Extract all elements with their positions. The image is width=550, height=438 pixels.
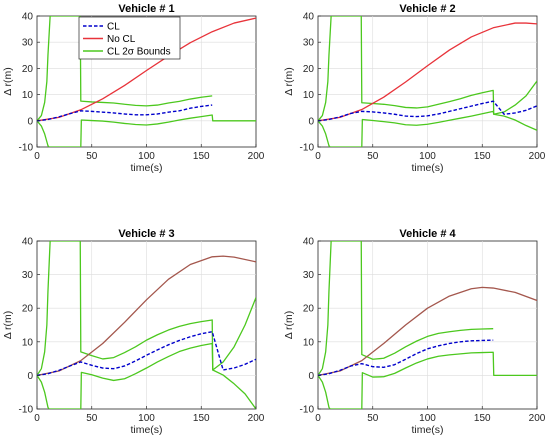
x-tick-label: 100 [138, 151, 155, 162]
series-group [318, 241, 537, 409]
x-axis-label: time(s) [130, 162, 162, 174]
y-axis-label: Δ r(m) [2, 311, 14, 340]
x-tick-label: 0 [315, 413, 321, 424]
series-line [37, 331, 256, 377]
x-axis-label: time(s) [411, 424, 443, 436]
series-line [318, 16, 537, 122]
y-tick-label: 30 [22, 38, 34, 49]
chart-title: Vehicle # 1 [118, 3, 174, 15]
y-tick-label: 0 [27, 371, 33, 382]
series-group [318, 16, 537, 147]
y-tick-label: 30 [303, 38, 315, 49]
series-line [37, 16, 213, 122]
y-axis-label: Δ r(m) [2, 67, 14, 96]
y-tick-label: 0 [308, 116, 314, 127]
y-tick-label: -10 [19, 143, 34, 154]
series-line [318, 339, 494, 377]
series-line [318, 286, 537, 377]
series-line [318, 100, 537, 122]
y-tick-label: 0 [308, 371, 314, 382]
x-axis-label: time(s) [411, 162, 443, 174]
series-line [318, 22, 537, 122]
series-line [37, 342, 256, 409]
x-tick-label: 200 [529, 413, 546, 424]
y-tick-label: 20 [303, 64, 315, 75]
legend-label: CL 2σ Bounds [107, 47, 171, 58]
series-line [37, 114, 256, 147]
y-tick-label: 20 [303, 304, 315, 315]
x-tick-label: 100 [419, 413, 436, 424]
series-group [37, 241, 256, 409]
x-tick-label: 0 [315, 151, 321, 162]
y-tick-label: 30 [22, 270, 34, 281]
x-tick-label: 0 [34, 151, 40, 162]
x-axis-label: time(s) [130, 424, 162, 436]
series-group [37, 16, 256, 147]
y-tick-label: 40 [22, 12, 34, 23]
series-line [318, 110, 537, 147]
y-tick-label: 10 [22, 337, 34, 348]
x-tick-label: 100 [419, 151, 436, 162]
x-tick-label: 150 [193, 151, 210, 162]
y-tick-label: 40 [303, 237, 315, 248]
x-tick-label: 150 [474, 413, 491, 424]
series-line [37, 104, 213, 122]
legend-label: No CL [107, 34, 136, 45]
y-axis-label: Δ r(m) [283, 67, 295, 96]
x-tick-label: 50 [86, 413, 98, 424]
y-tick-label: 40 [22, 237, 34, 248]
x-tick-label: 50 [86, 151, 98, 162]
series-line [318, 241, 494, 376]
y-tick-label: -10 [19, 405, 34, 416]
y-tick-label: -10 [300, 143, 315, 154]
y-tick-label: 10 [303, 90, 315, 101]
chart-title: Vehicle # 3 [118, 228, 174, 240]
y-tick-label: 0 [27, 116, 33, 127]
x-tick-label: 150 [474, 151, 491, 162]
x-tick-label: 100 [138, 413, 155, 424]
y-tick-label: 10 [303, 337, 315, 348]
chart-title: Vehicle # 4 [399, 228, 456, 240]
y-tick-label: 40 [303, 12, 315, 23]
y-tick-label: 20 [22, 304, 34, 315]
x-tick-label: 200 [248, 151, 265, 162]
x-tick-label: 0 [34, 413, 40, 424]
y-tick-label: 10 [22, 90, 34, 101]
chart-title: Vehicle # 2 [399, 3, 455, 15]
legend-label: CL [107, 22, 120, 33]
x-tick-label: 200 [529, 151, 546, 162]
x-tick-label: 50 [367, 413, 379, 424]
y-tick-label: 20 [22, 64, 34, 75]
series-line [37, 255, 256, 377]
series-line [37, 17, 256, 122]
x-tick-label: 50 [367, 151, 379, 162]
series-line [318, 351, 537, 409]
y-tick-label: 30 [303, 270, 315, 281]
y-axis-label: Δ r(m) [283, 311, 295, 340]
x-tick-label: 200 [248, 413, 265, 424]
x-tick-label: 150 [193, 413, 210, 424]
y-tick-label: -10 [300, 405, 315, 416]
